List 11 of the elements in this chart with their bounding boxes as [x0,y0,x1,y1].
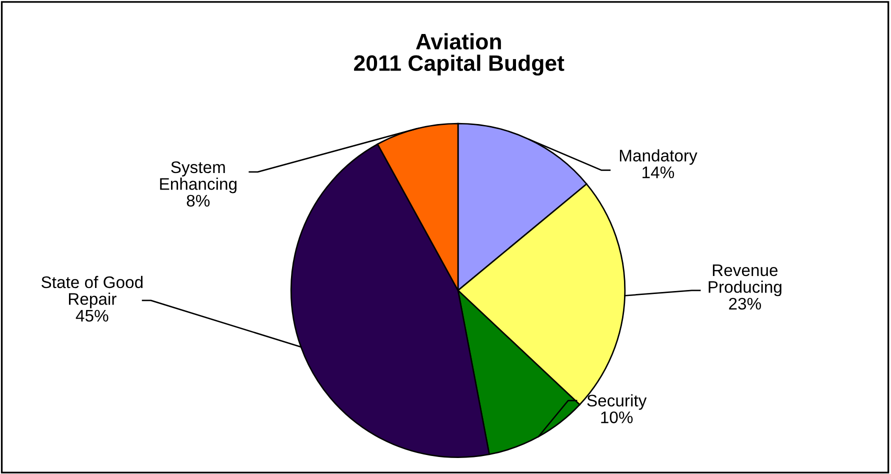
data-label: 45% [76,310,108,322]
data-label: 8% [186,194,210,207]
data-label: 10% [601,411,633,424]
slice-label: Revenue Producing [708,264,782,296]
slice-label: Security [587,394,647,410]
data-label: 14% [642,166,674,178]
slice-label: System Enhancing [160,161,236,194]
slice-label: State of Good Repair [42,276,143,308]
chart-title: Aviation 2011 Capital Budget [354,33,564,76]
slice-label: Mandatory [620,149,698,165]
data-label: 23% [729,298,762,310]
